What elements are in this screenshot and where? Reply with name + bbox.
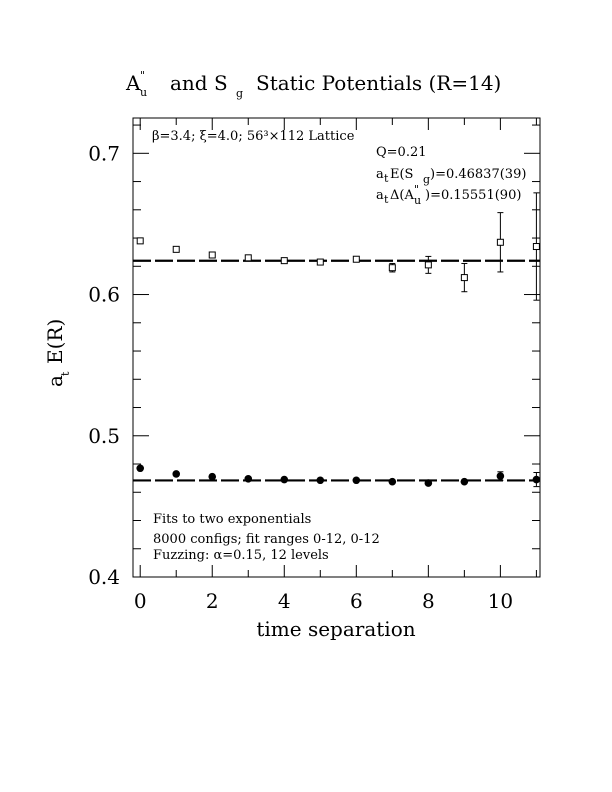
title-rest: Static Potentials (R=14) xyxy=(256,71,501,95)
fit-energy-a: a xyxy=(376,167,384,182)
fit-q: Q=0.21 xyxy=(376,145,427,160)
fit-energy-sub1: t xyxy=(384,172,389,185)
data-point-square xyxy=(496,238,504,246)
chart-title: A u " and S g Static Potentials (R=14) xyxy=(125,69,501,100)
data-point-square xyxy=(352,255,360,263)
lattice-label: β=3.4; ξ=4.0; 56³×112 Lattice xyxy=(152,129,355,144)
data-point-square xyxy=(244,254,252,262)
title-and-s: and S xyxy=(170,71,228,95)
fit-lines xyxy=(133,259,540,482)
fit-info: Q=0.21 a t E(S g )=0.46837(39) a t Δ(A "… xyxy=(376,145,526,207)
title-a-sub: u xyxy=(140,86,147,99)
data-points xyxy=(136,192,541,488)
y-tick-label: 0.4 xyxy=(88,565,120,589)
data-point-square xyxy=(532,243,540,251)
x-tick-label: 0 xyxy=(134,589,147,613)
data-point-circle xyxy=(352,476,361,485)
fit-notes: Fits to two exponentials 8000 configs; f… xyxy=(153,512,380,563)
data-point-circle xyxy=(136,464,145,473)
fit-gap-a: a xyxy=(376,188,384,203)
data-point-circle xyxy=(532,475,541,484)
fit-gap-mid: Δ(A xyxy=(390,188,414,203)
fit-gap-sub1: t xyxy=(384,193,389,206)
fit-gap-sub2: u xyxy=(414,194,421,207)
fit-gap-value: )=0.15551(90) xyxy=(425,188,521,203)
data-point-square xyxy=(316,258,324,266)
fit-energy-value: )=0.46837(39) xyxy=(430,167,526,182)
x-tick-label: 4 xyxy=(278,589,291,613)
y-axis-label: a t E(R) xyxy=(43,319,72,387)
data-point-circle xyxy=(244,475,253,483)
ylabel-a: a xyxy=(43,375,67,387)
title-s-sub: g xyxy=(236,87,243,100)
x-axis-label: time separation xyxy=(256,617,415,641)
y-tick-label: 0.7 xyxy=(88,141,120,165)
axis-ticks xyxy=(133,118,540,578)
plot-frame xyxy=(132,117,541,578)
title-a-sup: " xyxy=(140,69,145,82)
y-tick-label: 0.5 xyxy=(88,424,120,448)
data-point-square xyxy=(136,237,144,245)
x-tick-label: 2 xyxy=(206,589,219,613)
data-point-circle xyxy=(280,475,289,484)
y-tick-label: 0.6 xyxy=(88,283,120,307)
tick-labels: 0 2 4 6 8 10 0.4 0.5 0.6 0.7 xyxy=(88,141,513,613)
note-1: Fits to two exponentials xyxy=(153,512,311,527)
title-a: A xyxy=(125,71,141,95)
data-point-square xyxy=(424,261,432,269)
ylabel-rest: E(R) xyxy=(43,319,67,364)
x-tick-label: 10 xyxy=(488,589,513,613)
data-point-square xyxy=(280,257,288,265)
note-3: Fuzzing: α=0.15, 12 levels xyxy=(153,548,329,563)
fit-energy-sub2: g xyxy=(423,173,430,186)
data-point-square xyxy=(460,274,468,282)
data-point-circle xyxy=(316,476,325,485)
data-point-circle xyxy=(172,470,181,478)
note-2: 8000 configs; fit ranges 0-12, 0-12 xyxy=(153,532,380,547)
data-point-circle xyxy=(208,472,217,481)
fit-gap-sup: " xyxy=(414,183,419,196)
data-point-square xyxy=(208,251,216,259)
data-point-circle xyxy=(496,472,505,480)
data-point-circle xyxy=(424,479,433,487)
data-point-square xyxy=(388,264,396,272)
fit-energy-mid: E(S xyxy=(390,167,413,182)
x-tick-label: 8 xyxy=(422,589,435,613)
data-point-square xyxy=(172,245,180,253)
data-point-circle xyxy=(460,477,469,486)
x-tick-label: 6 xyxy=(350,589,363,613)
ylabel-sub: t xyxy=(59,371,72,376)
data-point-circle xyxy=(388,477,397,486)
